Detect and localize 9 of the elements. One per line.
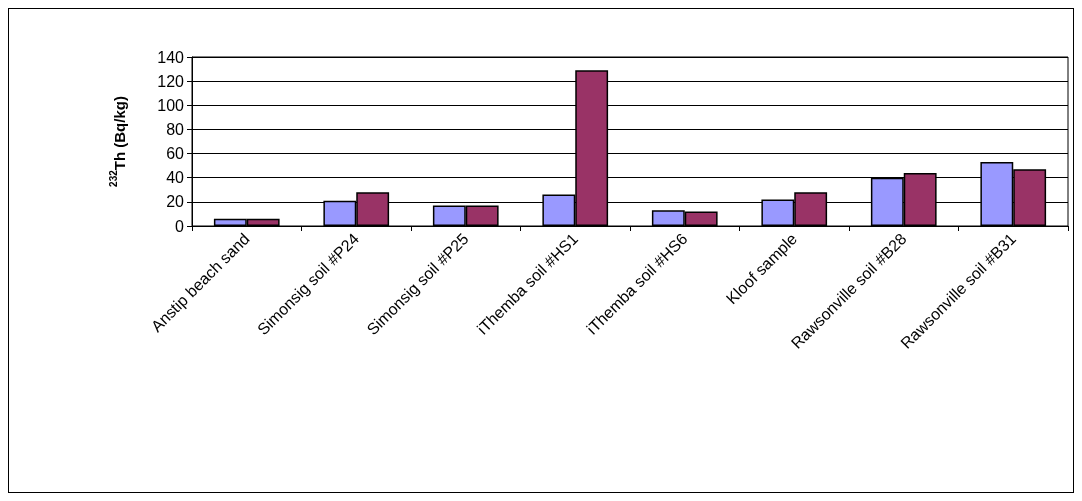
y-tick-label: 100	[157, 96, 185, 114]
y-tick-label: 80	[166, 120, 185, 138]
y-tick-label: 140	[157, 48, 185, 66]
y-tick-label: 20	[166, 193, 185, 211]
y-tick-label: 60	[166, 145, 185, 163]
y-tick-label: 0	[175, 217, 185, 235]
y-axis-title: 232Th (Bq/kg)	[107, 96, 128, 187]
y-tick-label: 120	[157, 72, 185, 90]
y-tick-label: 40	[166, 169, 185, 187]
